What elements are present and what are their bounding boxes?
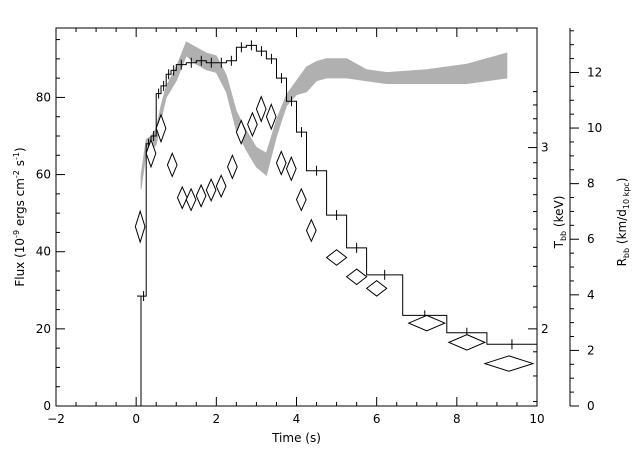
tbb-diamond <box>247 111 258 138</box>
tbb-diamond <box>155 113 167 144</box>
y-left-tick-label: 0 <box>43 399 51 413</box>
y-axis-label-tbb: Tbb (keV) <box>552 196 568 250</box>
x-tick-label: 2 <box>213 412 221 426</box>
tbb-diamond <box>215 174 227 199</box>
y-left-tick-label: 20 <box>36 322 51 336</box>
tbb-diamond <box>407 314 447 332</box>
ylabel-rbb-sub: bb <box>622 248 631 258</box>
x-tick-label: 0 <box>132 412 140 426</box>
x-tick-label: 6 <box>373 412 381 426</box>
ylabel-rbb-end: ) <box>615 178 629 183</box>
rbb-tick-label: 2 <box>587 343 595 357</box>
tbb-diamond <box>325 249 348 266</box>
tbb-diamond <box>185 187 197 212</box>
ylabel-flux-sup1: -9 <box>12 230 21 238</box>
rbb-tick-label: 0 <box>587 399 595 413</box>
rbb-tick-label: 6 <box>587 232 595 246</box>
y-axis-label-flux: Flux (10-9 ergs cm-2 s-1) <box>12 147 27 286</box>
tbb-tick-label: 3 <box>541 141 549 155</box>
tbb-diamond <box>295 187 307 212</box>
tbb-diamond <box>483 355 535 372</box>
data-layer <box>134 40 537 406</box>
tbb-diamond <box>345 268 368 286</box>
ylabel-flux-mid: ergs cm <box>13 178 27 230</box>
ylabel-flux-mid2: s <box>13 160 27 170</box>
ylabel-tbb-end: (keV) <box>552 196 566 231</box>
rbb-tick-label: 4 <box>587 288 595 302</box>
ylabel-rbb-mid: (km/d <box>615 209 629 248</box>
x-tick-label: −2 <box>47 412 65 426</box>
tbb-diamond <box>265 102 277 131</box>
rbb-tick-label: 8 <box>587 177 595 191</box>
y-left-tick-label: 40 <box>36 245 51 259</box>
x-tick-label: 10 <box>529 412 544 426</box>
tbb-diamond <box>275 150 287 176</box>
ylabel-rbb-main: R <box>615 258 629 266</box>
rbb-tick-label: 10 <box>587 121 602 135</box>
ylabel-flux-sup3: -1 <box>12 152 21 160</box>
tbb-diamond <box>365 280 388 297</box>
rbb-band <box>140 41 508 190</box>
tbb-diamond <box>227 153 238 180</box>
tbb-diamond <box>255 95 267 123</box>
tbb-diamond <box>195 183 207 208</box>
y-left-tick-label: 80 <box>36 90 51 104</box>
tbb-diamond <box>285 155 297 182</box>
rbb-tick-label: 12 <box>587 65 602 79</box>
ylabel-flux-main: Flux (10 <box>13 238 27 287</box>
y-axis-label-rbb: Rbb (km/d10 kpc) <box>615 178 631 267</box>
x-axis-label: Time (s) <box>271 431 321 445</box>
ylabel-rbb-sub2: 10 kpc <box>622 182 631 209</box>
rbb-band-layer <box>140 41 508 190</box>
ylabel-tbb-sub: bb <box>559 231 568 241</box>
tbb-diamond <box>235 119 247 146</box>
tbb-diamond <box>176 185 188 210</box>
x-tick-label: 8 <box>453 412 461 426</box>
ylabel-tbb-main: T <box>552 240 566 249</box>
y-left-tick-label: 60 <box>36 168 51 182</box>
tbb-diamond <box>145 138 157 169</box>
tbb-diamond <box>134 209 146 244</box>
x-tick-label: 4 <box>293 412 301 426</box>
tbb-diamond <box>166 152 178 178</box>
ylabel-flux-end: ) <box>13 147 27 152</box>
tbb-tick-label: 2 <box>541 322 549 336</box>
tbb-diamond <box>305 218 317 243</box>
tbb-diamond <box>447 334 487 351</box>
flux-step-line <box>140 44 537 406</box>
ylabel-flux-sup2: -2 <box>12 170 21 178</box>
tbb-diamond <box>205 177 217 203</box>
